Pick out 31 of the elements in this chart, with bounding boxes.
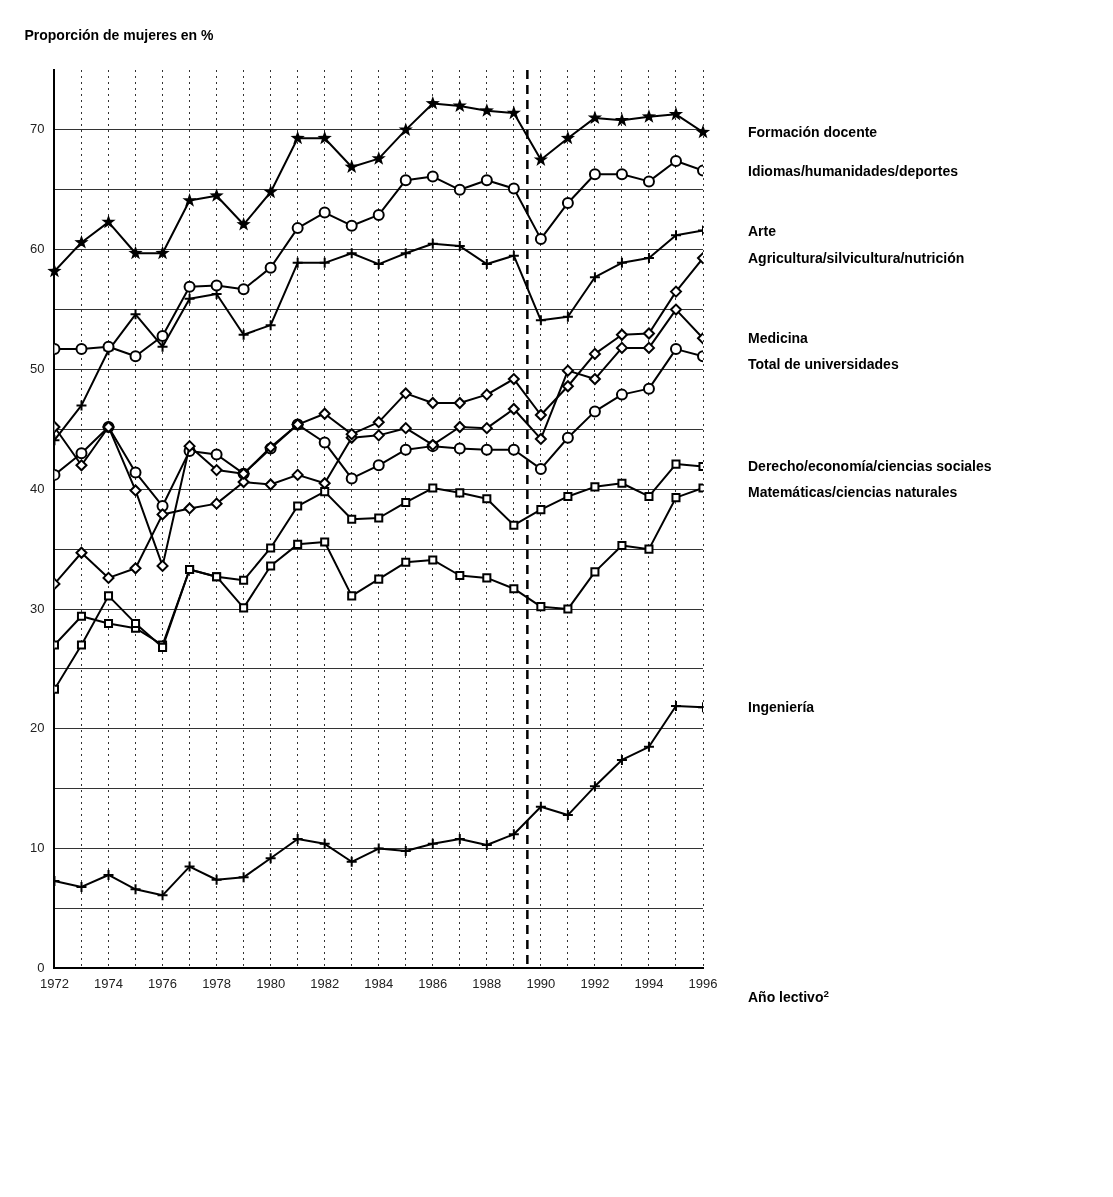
x-tick-label: 1980 [256, 975, 286, 991]
text: Arte [748, 222, 777, 239]
x-tick-label: 1974 [94, 975, 123, 991]
x-tick-label: 1994 [634, 975, 664, 991]
x-tick-label: 1986 [418, 975, 448, 991]
y-tick-label: 70 [29, 121, 45, 137]
x-tick-label: 1984 [364, 975, 394, 991]
text: Formación docente [748, 124, 878, 141]
x-tick-label: 1982 [310, 975, 340, 991]
x-tick-label: 1978 [202, 975, 232, 991]
text: Derecho/economía/ciencias sociales [748, 458, 992, 475]
x-tick-label: 1988 [472, 975, 502, 991]
y-tick-label: 40 [29, 480, 45, 496]
text: Agricultura/silvicultura/nutrición [748, 250, 965, 267]
y-tick-label: 0 [37, 959, 45, 975]
text: Matemáticas/ciencias naturales [748, 484, 958, 501]
x-tick-label: 1992 [580, 975, 610, 991]
text: Medicina [748, 330, 809, 347]
x-tick-label: 1972 [40, 975, 69, 991]
y-tick-label: 20 [29, 720, 45, 736]
text: Ingeniería [748, 699, 815, 716]
text: Idiomas/humanidades/deportes [748, 162, 959, 179]
x-tick-label: 1990 [526, 975, 556, 991]
x-tick-label: 1996 [688, 975, 718, 991]
y-tick-label: 50 [29, 361, 45, 377]
text: Total de universidades [748, 356, 899, 373]
y-tick-label: 10 [29, 840, 45, 856]
y-tick-label: 30 [29, 600, 45, 616]
x-tick-label: 1976 [148, 975, 178, 991]
y-axis-title: Proporción de mujeres en % [24, 27, 215, 43]
y-tick-label: 60 [29, 241, 45, 257]
